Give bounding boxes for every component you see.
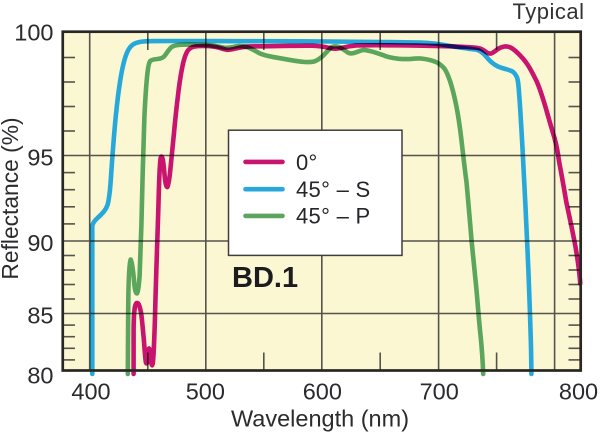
- svg-text:700: 700: [420, 379, 459, 405]
- svg-text:Wavelength (nm): Wavelength (nm): [231, 406, 409, 432]
- svg-text:100: 100: [14, 20, 53, 46]
- svg-text:600: 600: [303, 379, 342, 405]
- svg-text:Reflectance (%): Reflectance (%): [0, 117, 23, 279]
- svg-text:0°: 0°: [296, 150, 318, 175]
- svg-text:500: 500: [186, 379, 225, 405]
- svg-text:45° – S: 45° – S: [296, 177, 371, 202]
- svg-text:45° – P: 45° – P: [296, 204, 371, 229]
- svg-text:80: 80: [27, 362, 53, 388]
- svg-text:85: 85: [27, 303, 53, 329]
- svg-text:95: 95: [27, 145, 53, 171]
- svg-text:BD.1: BD.1: [232, 262, 298, 294]
- svg-text:Typical: Typical: [513, 0, 585, 24]
- svg-text:90: 90: [27, 230, 53, 256]
- svg-text:400: 400: [71, 379, 110, 405]
- svg-text:800: 800: [559, 379, 598, 405]
